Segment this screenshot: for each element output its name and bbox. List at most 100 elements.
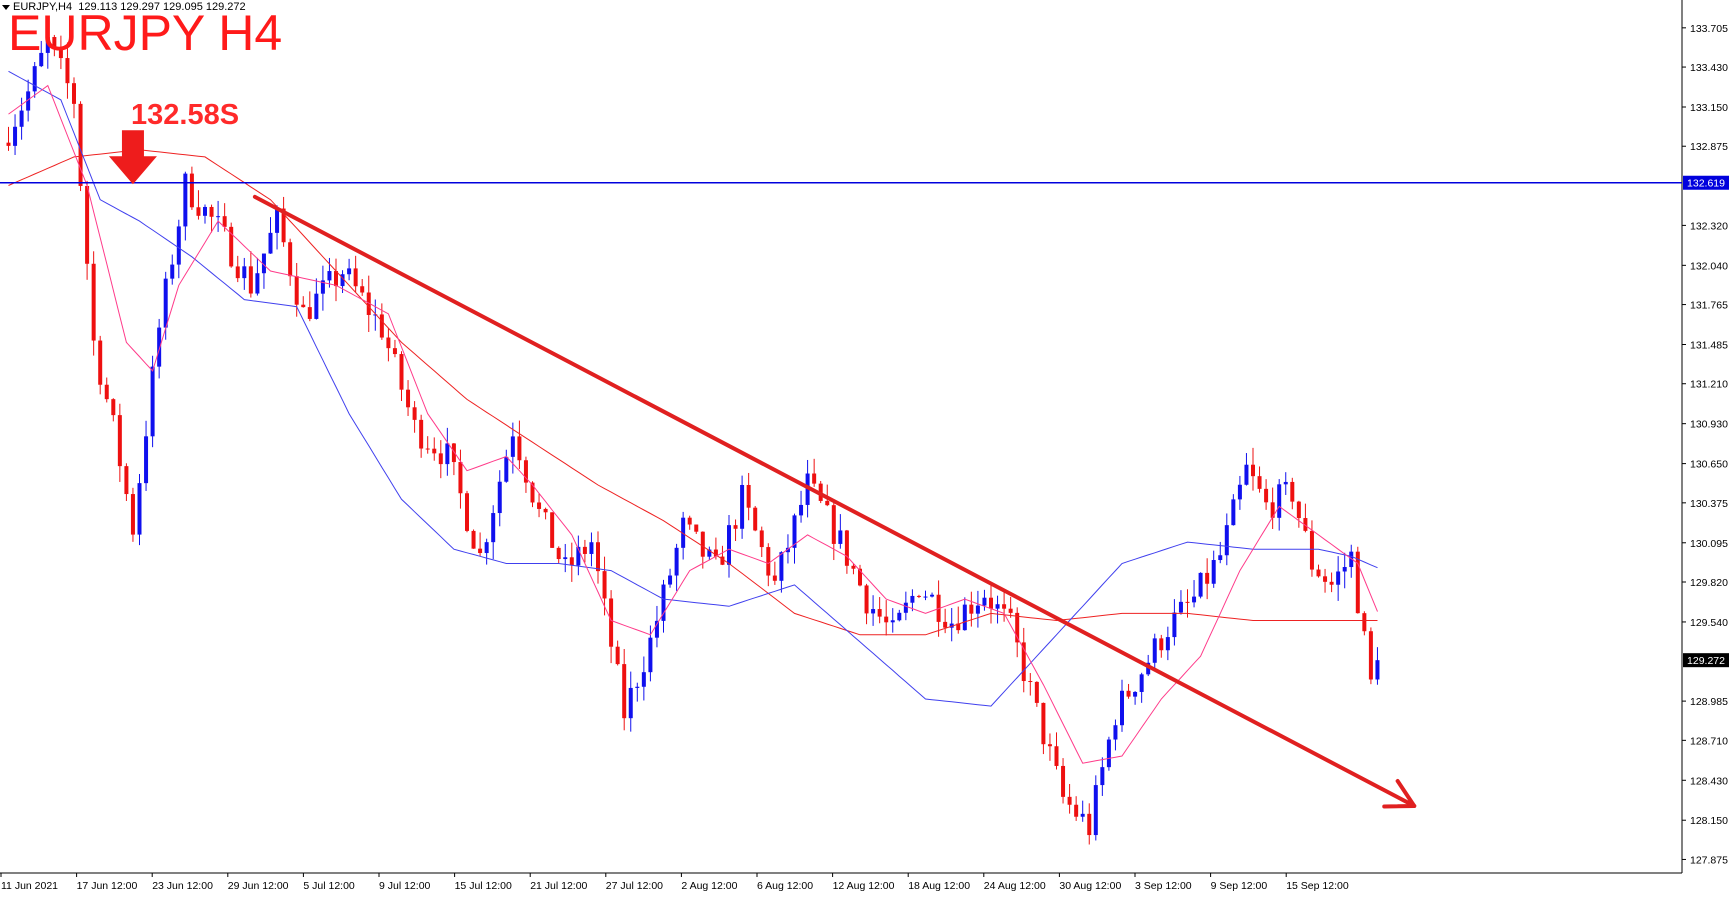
candle-body [1362, 613, 1367, 632]
candle [609, 590, 614, 664]
candle-body [1316, 569, 1321, 577]
candle [98, 335, 103, 395]
candle [1257, 466, 1262, 493]
candle-body [52, 37, 57, 48]
candle-body [884, 616, 889, 623]
candle [261, 253, 266, 289]
candle [301, 296, 306, 308]
candle-body [576, 546, 581, 566]
candle [216, 200, 221, 232]
candle [1133, 691, 1138, 705]
candle [458, 449, 463, 509]
candle-body [1205, 572, 1210, 584]
y-tick-label: 131.485 [1690, 340, 1728, 352]
candle-body [641, 672, 646, 687]
x-tick-label: 9 Jul 12:00 [379, 880, 431, 892]
candle-body [314, 293, 319, 319]
x-tick-label: 2 Aug 12:00 [681, 880, 737, 892]
candle [1192, 580, 1197, 608]
candle [1002, 590, 1007, 622]
candle-body [347, 268, 352, 275]
candle-body [451, 443, 456, 463]
candle [196, 190, 201, 220]
candle [543, 507, 548, 520]
candle [1270, 487, 1275, 529]
x-tick-label: 15 Sep 12:00 [1286, 880, 1349, 892]
candle-body [189, 173, 194, 208]
candle [890, 608, 895, 633]
candle [130, 487, 135, 542]
candle [104, 377, 109, 403]
candle [844, 529, 849, 574]
candle [392, 339, 397, 358]
candle [360, 279, 365, 296]
candle-body [170, 264, 175, 279]
candle-body [1342, 567, 1347, 572]
candle-body [792, 515, 797, 548]
candle-body [360, 286, 365, 293]
dropdown-triangle-icon[interactable] [2, 4, 10, 10]
x-tick-label: 9 Sep 12:00 [1211, 880, 1268, 892]
candle [943, 608, 948, 634]
candle [1067, 784, 1072, 814]
candle [982, 589, 987, 611]
candle [720, 545, 725, 566]
candle-body [1290, 481, 1295, 502]
candle [635, 682, 640, 702]
candle [117, 403, 122, 482]
candle-body [150, 366, 155, 437]
candle [962, 597, 967, 631]
candle [628, 671, 633, 732]
candle-body [550, 512, 555, 548]
candle-body [759, 530, 764, 548]
candle-body [1146, 662, 1151, 675]
candle [399, 351, 404, 402]
candle [1034, 681, 1039, 707]
candle [1244, 453, 1249, 486]
candle-body [1224, 525, 1229, 556]
candle-body [196, 207, 201, 216]
trend-arrow-head [1382, 778, 1417, 809]
y-tick-label: 132.040 [1690, 260, 1728, 272]
candle-body [124, 466, 129, 495]
candle [1296, 500, 1301, 528]
candle [792, 513, 797, 564]
ohlc-values: 129.113 129.297 129.095 129.272 [78, 1, 246, 13]
candle [1303, 503, 1308, 533]
candle [45, 29, 50, 69]
candle [124, 463, 129, 501]
candle-body [510, 436, 515, 457]
candle [478, 532, 483, 557]
candle-body [975, 605, 980, 614]
candle-body [497, 481, 502, 514]
candle-body [320, 280, 325, 294]
candle-body [713, 549, 718, 557]
x-tick-label: 29 Jun 12:00 [228, 880, 289, 892]
candle-body [622, 664, 627, 719]
candle-body [923, 596, 928, 598]
y-tick-label: 131.210 [1690, 379, 1728, 391]
candle [314, 278, 319, 320]
candle-body [176, 226, 181, 265]
candle-body [78, 103, 83, 186]
candle-body [412, 407, 417, 420]
candle-body [1336, 571, 1341, 585]
candle [1375, 647, 1380, 685]
candle [779, 551, 784, 593]
candle-body [1296, 501, 1301, 519]
candle [39, 40, 44, 68]
candle [386, 327, 391, 362]
symbol-info-bar: EURJPY,H4 129.113 129.297 129.095 129.27… [2, 1, 246, 13]
candle [641, 656, 646, 701]
chart-title: EURJPY H4 [8, 5, 283, 61]
candle-body [1165, 637, 1170, 651]
candle-body [596, 542, 600, 572]
candle [1106, 736, 1111, 771]
candle [1041, 702, 1046, 755]
candle [32, 62, 37, 98]
candle-body [609, 598, 614, 647]
candle-body [288, 242, 293, 277]
candle-body [864, 585, 869, 614]
candle-body [294, 276, 299, 305]
candle-body [1270, 502, 1275, 518]
